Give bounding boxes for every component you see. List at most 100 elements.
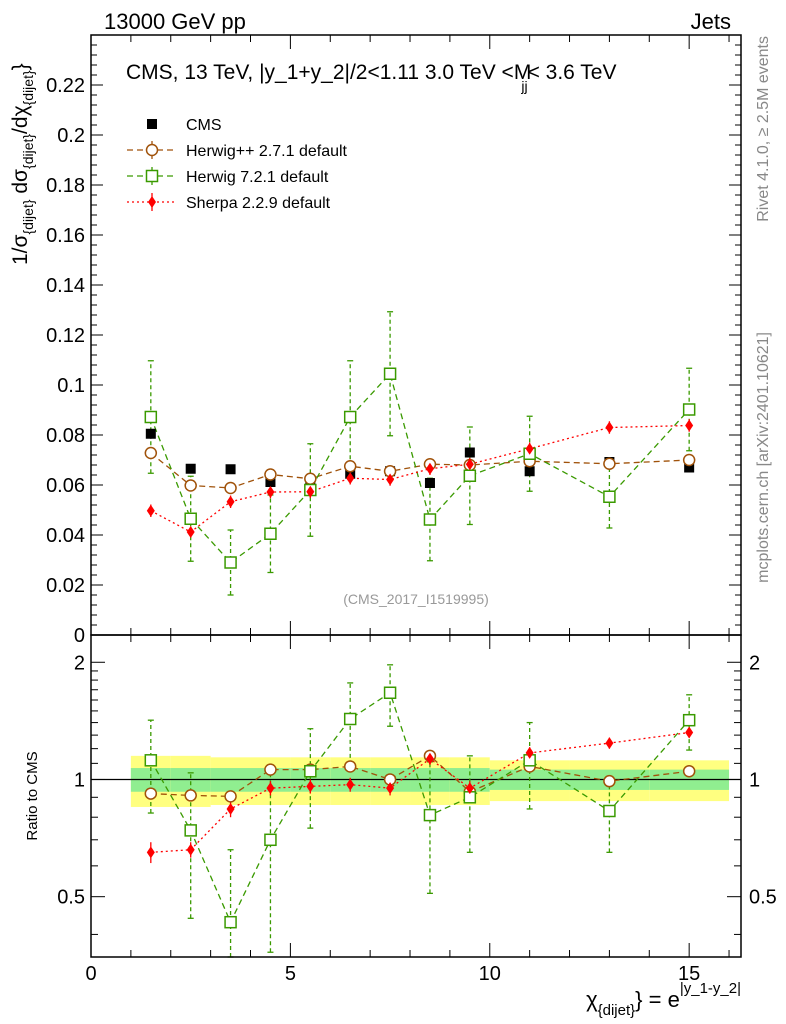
main-ytick-label: 0 — [74, 625, 85, 647]
sherpa-point — [146, 504, 155, 517]
herwig7-ratio-point — [423, 808, 437, 822]
xlabel-close: } = e — [635, 987, 680, 1012]
herwigpp-ratio-point — [144, 787, 158, 800]
legend: CMS Herwig++ 2.7.1 default Herwig 7.2.1 de… — [127, 117, 348, 212]
legend-label-cms: CMS — [186, 117, 222, 134]
main-ytick-label: 0.22 — [46, 75, 85, 97]
herwig7-ratio-point — [383, 686, 397, 700]
legend-marker-sherpa — [148, 196, 156, 208]
sherpa-ratio-point — [226, 802, 235, 815]
ratio-xtick-label: 15 — [678, 963, 700, 985]
herwig7-ratio-line — [150, 691, 690, 924]
legend-marker-herwigpp — [145, 143, 159, 157]
herwig7-ratio-point — [184, 824, 197, 837]
ratio-ytick-label-right: 0.5 — [749, 887, 777, 909]
main-ylabel: 1/σ{dijet} dσ{dijet}/dχ{dijet}} — [9, 63, 36, 265]
sherpa-point — [226, 495, 235, 508]
herwig7-point — [343, 410, 357, 424]
sherpa-ratio-point — [346, 778, 355, 791]
sherpa-ratio-point — [685, 726, 694, 739]
cms-point — [424, 478, 435, 488]
herwigpp-point — [603, 457, 616, 470]
herwig7-ratio-point — [144, 754, 158, 767]
herwig7-point — [463, 469, 477, 482]
herwigpp-ratio-point — [224, 790, 237, 803]
herwigpp-line — [150, 452, 690, 489]
cms-point — [684, 462, 695, 473]
herwigpp-point — [343, 460, 357, 473]
sherpa-ratio-point — [386, 782, 395, 795]
herwig7-ratio-point — [343, 712, 357, 726]
ylabel-a: 1/σ — [9, 234, 32, 265]
sherpa-point — [465, 458, 474, 471]
herwigpp-point — [224, 481, 237, 495]
herwigpp-ratio-point — [603, 774, 616, 788]
cms-point — [265, 477, 276, 487]
herwig7-ratio-point — [224, 915, 237, 929]
main-axis-ticks: 0 0.02 0.04 0.06 0.08 0.1 0.12 0.14 0.16 0.18 0.2 0… — [46, 35, 741, 647]
herwig7-ratio-point — [603, 804, 616, 818]
main-ytick-label: 0.12 — [46, 325, 85, 347]
herwigpp-ratio-line — [150, 755, 690, 798]
ratio-series — [144, 664, 696, 958]
ratio-axis-ticks: 0.5 0.5 1 1 2 2 0 5 10 15 — [57, 635, 777, 985]
ylabel-b: dσ — [9, 169, 32, 200]
herwigpp-point — [264, 468, 277, 481]
legend-marker-herwig7 — [145, 169, 159, 183]
sherpa-ratio-point — [146, 846, 155, 859]
herwigpp-ratio-point — [682, 764, 696, 778]
analysis-tag: (CMS_2017_I1519995) — [343, 591, 489, 607]
sherpa-point — [306, 485, 315, 498]
legend-label-herwigpp: Herwig++ 2.7.1 default — [186, 143, 348, 160]
main-ytick-label: 0.14 — [46, 275, 85, 297]
sherpa-point — [266, 486, 275, 498]
ratio-ytick-label: 0.5 — [57, 887, 85, 909]
herwig7-point — [144, 410, 158, 424]
ratio-xtick-label: 10 — [479, 963, 501, 985]
cms-point — [225, 464, 236, 475]
herwigpp-point — [682, 453, 696, 467]
ylabel-c: /dχ — [9, 105, 32, 134]
ylabel-close: } — [9, 63, 32, 70]
herwigpp-point — [304, 472, 317, 485]
herwig7-point — [603, 490, 616, 503]
main-panel: 0 0.02 0.04 0.06 0.08 0.1 0.12 0.14 0.16 0.18 0.2 0… — [9, 34, 742, 647]
sherpa-point — [525, 442, 534, 455]
xlabel-chi: χ — [586, 987, 598, 1012]
herwigpp-ratio-point — [184, 789, 197, 802]
herwig7-ratio-point — [682, 713, 696, 727]
ylabel-a-sub: {dijet} — [20, 199, 36, 234]
sherpa-point — [425, 462, 434, 475]
legend-marker-cms — [147, 119, 157, 129]
sherpa-ratio-point — [465, 782, 474, 795]
herwig7-point — [184, 512, 197, 525]
herwig7-ratio-point — [304, 764, 317, 778]
sherpa-line — [150, 424, 690, 533]
herwigpp-ratio-point — [343, 760, 357, 773]
herwigpp-ratio-point — [264, 763, 277, 776]
main-title-tail: < 3.6 TeV — [528, 61, 617, 84]
ratio-panel: 0.5 0.5 1 1 2 2 0 5 10 15 Ratio to CMS χ{dijet}} … — [24, 634, 777, 1019]
ratio-ytick-label-right: 2 — [749, 652, 760, 674]
sherpa-ratio-point — [425, 752, 434, 765]
sherpa-ratio-point — [266, 782, 275, 795]
herwig7-point — [264, 527, 277, 540]
main-ytick-label: 0.04 — [46, 525, 85, 547]
ratio-xlabel: χ{dijet}} = e|y_1-y_2| — [586, 980, 741, 1019]
herwig7-point — [224, 556, 237, 569]
header-left: 13000 GeV pp — [104, 9, 246, 34]
sherpa-ratio-point — [306, 780, 315, 793]
mcplots-credit: mcplots.cern.ch [arXiv:2401.10621] — [755, 332, 772, 583]
xlabel-exp: |y_1-y_2| — [680, 980, 741, 997]
main-title: CMS, 13 TeV, |y_1+y_2|/2<1.11 3.0 TeV <M… — [126, 61, 617, 94]
main-ytick-label: 0.2 — [57, 125, 85, 147]
ylabel-b-sub: {dijet} — [20, 134, 36, 169]
herwig7-point — [682, 403, 696, 416]
ratio-ytick-label-right: 1 — [749, 769, 760, 791]
header-right: Jets — [691, 9, 731, 34]
herwig7-point — [383, 367, 397, 380]
main-ytick-label: 0.02 — [46, 575, 85, 597]
ratio-ytick-label: 1 — [74, 769, 85, 791]
rivet-credit: Rivet 4.1.0, ≥ 2.5M events — [755, 36, 772, 222]
